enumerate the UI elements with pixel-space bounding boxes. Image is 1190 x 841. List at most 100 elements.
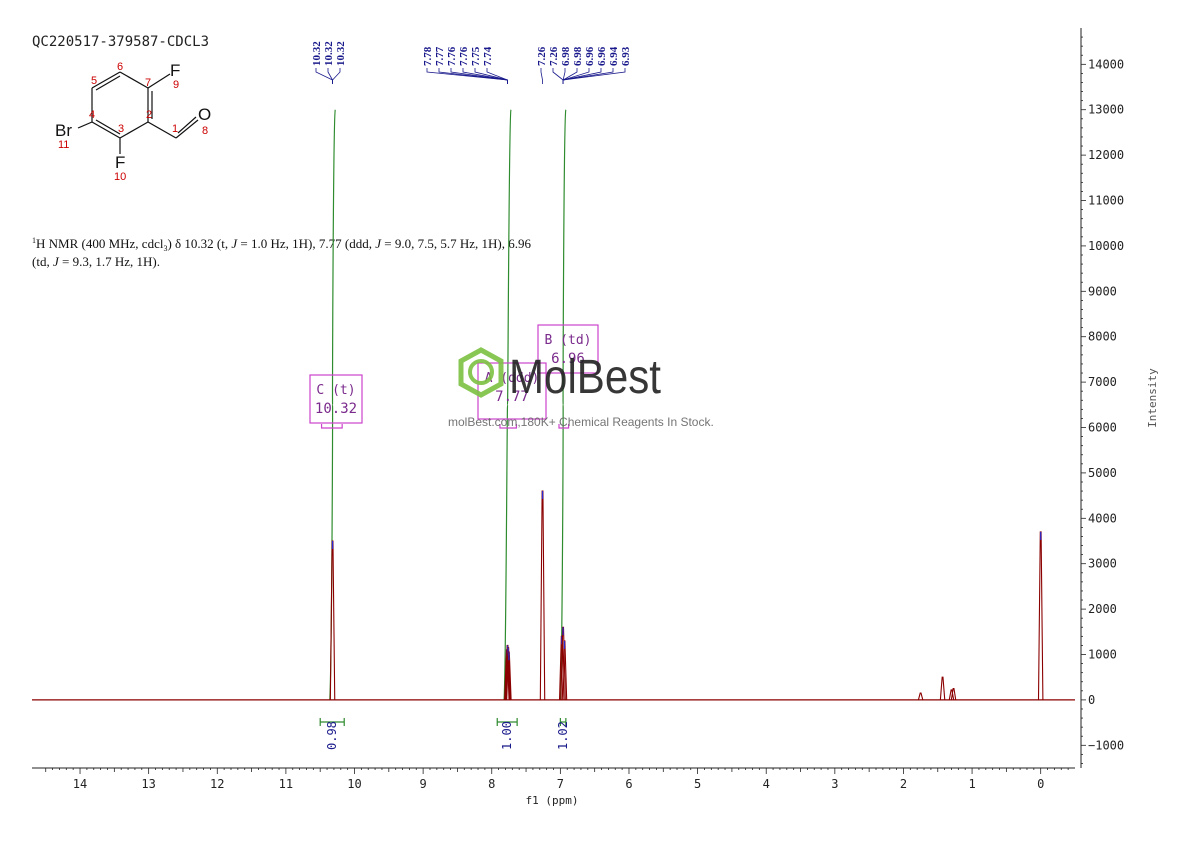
integral-curves	[329, 109, 567, 700]
peak-label-connector	[562, 68, 626, 84]
y-tick-label: 9000	[1088, 284, 1117, 298]
x-tick-label: 1	[968, 777, 975, 791]
sample-id: QC220517-379587-CDCL3	[32, 34, 209, 50]
y-tick-label: 4000	[1088, 511, 1117, 525]
y-tick-label: 2000	[1088, 602, 1117, 616]
integral-value: 1.02	[556, 721, 570, 750]
peak-label-connector	[540, 68, 543, 84]
multiplet-boxes: C (t) 10.32 A (ddd) 7.77 B (td) 6.96	[309, 324, 599, 429]
multiplet-annotation: B (td) 6.96	[537, 324, 599, 429]
plot-area	[32, 490, 1075, 701]
multiplet-shift: 7.77	[495, 389, 529, 405]
peak-label: 7.76	[458, 46, 470, 66]
integral-value: 1.00	[500, 721, 514, 750]
multiplet-annotation: A (ddd) 7.77	[477, 362, 547, 429]
x-axis: 14 13 12 11 10 9 8 7 6 5 4 3 2 1 0	[32, 767, 1075, 791]
peak-label-connector	[332, 68, 341, 84]
multiplet-range-bracket	[499, 424, 518, 429]
svg-text:(td, J = 9.3, 1.7 Hz, 1H).: (td, J = 9.3, 1.7 Hz, 1H).	[32, 254, 160, 269]
nmr-line2-a: (td,	[32, 254, 53, 269]
peak-label-connector	[486, 68, 508, 84]
x-tick-label: 6	[625, 777, 632, 791]
integral-markers: 0.98 1.00 1.02	[319, 718, 570, 750]
x-tick-label: 14	[73, 777, 87, 791]
y-tick-label: 3000	[1088, 557, 1117, 571]
atom-o8: O	[198, 105, 211, 124]
multiplet-shift: 6.96	[551, 351, 585, 367]
peak-label: 10.32	[323, 41, 335, 66]
y-axis: 1400013000120001100010000900080007000600…	[1080, 28, 1124, 768]
integral-marker: 1.00	[496, 718, 518, 750]
atom-o8-num: 8	[202, 125, 208, 137]
y-tick-label: 7000	[1088, 375, 1117, 389]
nmr-sup: 1	[32, 236, 36, 245]
y-tick-label: 1000	[1088, 648, 1117, 662]
molecule-structure: F 9 O 8 Br 11 F 10 5 6 7 2 3 4 1	[55, 61, 211, 183]
multiplet-shift: 10.32	[315, 401, 357, 417]
spectrum-peak	[506, 651, 512, 700]
y-tick-label: 0	[1088, 693, 1095, 707]
nmr-j2: J	[375, 236, 382, 251]
multiplet-box	[309, 374, 363, 424]
peak-label: 6.93	[620, 46, 632, 66]
spectrum-peak	[561, 640, 568, 700]
watermark: MolBest molBest.com,180K+ Chemical Reage…	[448, 347, 714, 429]
nmr-line1-a: H NMR (400 MHz, cdcl	[36, 236, 164, 251]
nmr-sub: 3	[163, 244, 167, 253]
atom-f10: F	[115, 153, 125, 172]
y-tick-label: 6000	[1088, 421, 1117, 435]
peak-label: 7.77	[434, 46, 446, 66]
multiplet-box	[537, 324, 599, 374]
watermark-brand: MolBest	[509, 351, 661, 404]
integral-marker: 1.02	[556, 718, 570, 750]
x-tick-label: 8	[488, 777, 495, 791]
y-axis-title: Intensity	[1146, 368, 1159, 428]
peak-label: 6.98	[572, 46, 584, 66]
nmr-j3: J	[53, 254, 60, 269]
x-tick-label: 7	[557, 777, 564, 791]
ring-num-4: 4	[89, 109, 95, 121]
peak-label-group: 7.26	[536, 46, 548, 84]
x-tick-label: 4	[763, 777, 770, 791]
y-tick-label: 5000	[1088, 466, 1117, 480]
x-tick-label: 9	[420, 777, 427, 791]
peak-label: 7.75	[470, 46, 482, 66]
y-tick-label: 11000	[1088, 194, 1124, 208]
atom-br11-num: 11	[58, 139, 69, 151]
ring-num-5: 5	[91, 75, 97, 87]
atom-f9: F	[170, 61, 180, 80]
multiplet-annotation: C (t) 10.32	[309, 374, 363, 429]
peak-label: 7.74	[482, 46, 494, 66]
peak-labels: 10.32 10.32 10.32 7.78 7.77 7.76 7.76 7.75 7.74 7…	[311, 41, 632, 84]
x-tick-label: 2	[900, 777, 907, 791]
watermark-tagline: molBest.com,180K+ Chemical Reagents In S…	[448, 415, 714, 429]
nmr-line1-d: = 9.0, 7.5, 5.7 Hz, 1H), 6.96	[381, 236, 531, 251]
multiplet-label: B (td)	[545, 333, 592, 348]
peak-label: 7.76	[446, 46, 458, 66]
integral-curve	[503, 109, 512, 700]
spectrum-peak	[948, 689, 955, 700]
spectrum-peak	[539, 490, 546, 700]
nmr-j1: J	[231, 236, 238, 251]
multiplet-label: A (ddd)	[485, 371, 540, 386]
integral-curve	[559, 109, 567, 700]
peak-label-group: 7.78 7.77 7.76 7.76 7.75 7.74	[422, 46, 508, 84]
y-tick-label: 14000	[1088, 57, 1124, 71]
peak-label-group: 7.26 6.98 6.98 6.96 6.96 6.94 6.93	[548, 46, 632, 84]
spectrum-peak	[504, 644, 511, 700]
x-tick-label: 13	[141, 777, 155, 791]
peak-label-connector	[562, 68, 590, 84]
spectrum-peak	[917, 692, 924, 701]
ring-num-7: 7	[145, 77, 151, 89]
peak-label: 6.94	[608, 46, 620, 66]
peak-label: 7.78	[422, 46, 434, 66]
ring-num-6: 6	[117, 61, 123, 73]
svg-text:1H NMR (400 MHz, cdcl3) δ 10.3: 1H NMR (400 MHz, cdcl3) δ 10.32 (t, J = …	[32, 236, 531, 253]
y-tick-label: 10000	[1088, 239, 1124, 253]
peak-label-connector	[552, 68, 564, 84]
x-tick-label: 0	[1037, 777, 1044, 791]
multiplet-range-bracket	[320, 424, 343, 429]
y-tick-label: 12000	[1088, 148, 1124, 162]
atom-f9-num: 9	[173, 79, 179, 91]
molbest-logo-icon	[458, 347, 504, 398]
